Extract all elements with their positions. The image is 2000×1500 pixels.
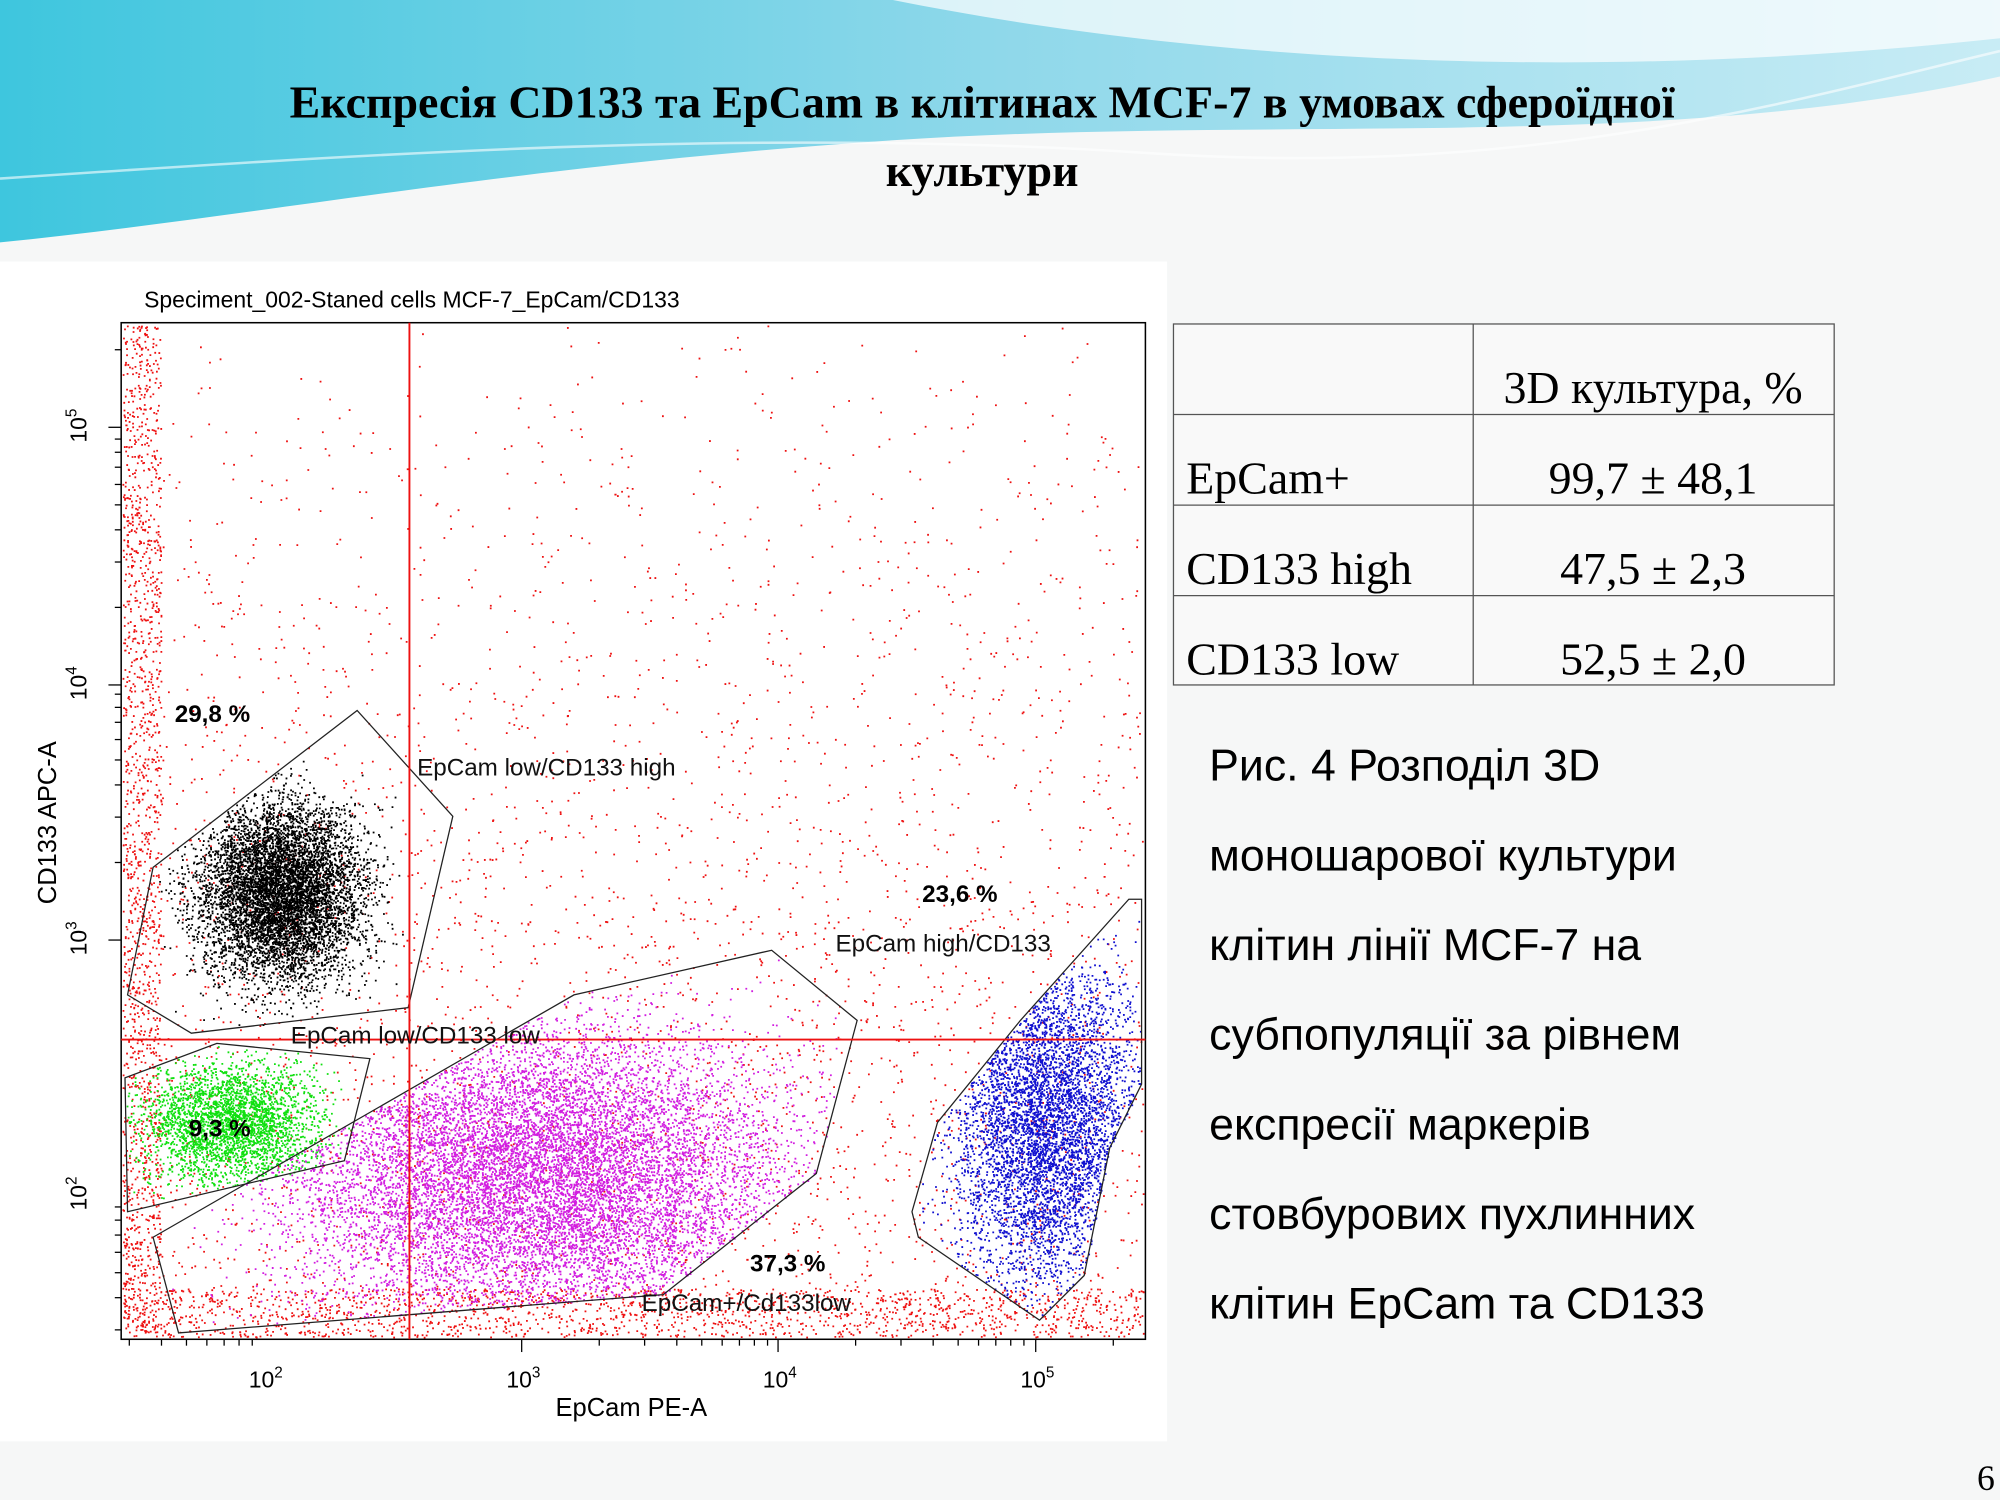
- y-tick-label-base: 10: [66, 417, 92, 443]
- caption-line: експресії маркерів: [1209, 1100, 1591, 1149]
- row-value: 99,7 ± 48,1: [1549, 453, 1758, 504]
- row-label: CD133 low: [1186, 634, 1399, 685]
- event-dots: [122, 325, 1145, 1339]
- y-tick-label: 102: [64, 1176, 92, 1210]
- gate-outline: [124, 1042, 371, 1213]
- y-tick-label-exp: 4: [64, 666, 81, 675]
- row-value: 52,5 ± 2,0: [1560, 634, 1746, 685]
- caption-line: Рис. 4 Розподіл 3D: [1209, 742, 1600, 791]
- x-tick-label-exp: 5: [1046, 1365, 1055, 1382]
- table-header: 3D культура, %: [1503, 362, 1802, 413]
- gate-name: EpCam high/CD133: [835, 931, 1050, 958]
- gate-percent: 29,8 %: [175, 701, 250, 728]
- gate-name: EpCam low/CD133 high: [417, 755, 675, 782]
- slide-title: культури: [886, 145, 1079, 196]
- y-tick-label: 104: [64, 666, 92, 701]
- header-line: [0, 49, 2000, 180]
- row-label: CD133 high: [1186, 543, 1412, 594]
- x-tick-label: 103: [506, 1365, 540, 1393]
- x-tick-label-exp: 3: [532, 1365, 541, 1382]
- plot-frame: [120, 321, 1147, 1341]
- y-tick-label-exp: 3: [64, 921, 81, 930]
- event-dots: [159, 760, 404, 1027]
- gate-name: EpCam+/Cd133low: [642, 1290, 852, 1317]
- flow-plot: Speciment_002-Staned cells MCF-7_EpCam/C…: [34, 286, 1147, 1422]
- figure-area: [0, 261, 1168, 1442]
- caption-line: клітин EpCam та CD133: [1209, 1280, 1705, 1329]
- gate-name: EpCam low/CD133 low: [291, 1022, 541, 1049]
- gate-percent: 9,3 %: [189, 1115, 251, 1142]
- gate-outline: [911, 898, 1143, 1321]
- gate-outline: [152, 949, 858, 1334]
- caption-line: субпопуляції за рівнем: [1209, 1011, 1681, 1060]
- row-label: EpCam+: [1186, 453, 1350, 504]
- x-tick-label-base: 10: [506, 1367, 532, 1393]
- x-tick-label-exp: 2: [274, 1365, 283, 1382]
- x-tick-label-base: 10: [249, 1367, 275, 1393]
- caption-line: клітин лінії MCF-7 на: [1209, 921, 1641, 970]
- event-dots: [172, 959, 838, 1325]
- caption: Рис. 4 Розподіл 3D моношарової культури кл…: [1209, 742, 1705, 1329]
- gate-outline: [126, 709, 454, 1034]
- row-value: 47,5 ± 2,3: [1560, 543, 1746, 594]
- x-tick-label-base: 10: [763, 1367, 789, 1393]
- y-axis-label: CD133 APC-A: [34, 741, 62, 904]
- y-tick-label-base: 10: [66, 1185, 92, 1211]
- x-tick-label-exp: 4: [788, 1365, 797, 1382]
- plot-title: Speciment_002-Staned cells MCF-7_EpCam/C…: [144, 286, 679, 312]
- event-dots: [922, 920, 1142, 1317]
- y-tick-label: 103: [64, 921, 92, 955]
- y-tick-label-exp: 2: [64, 1176, 81, 1185]
- y-tick-label-exp: 5: [64, 409, 81, 418]
- x-axis-label: EpCam PE-A: [556, 1394, 708, 1422]
- gate-percent: 23,6 %: [922, 881, 997, 908]
- data-table: 3D культура, % EpCam+ 99,7 ± 48,1 CD133 hig…: [1172, 323, 1835, 686]
- gate-percent: 37,3 %: [750, 1251, 825, 1278]
- header-highlight: [892, 0, 2000, 63]
- slide-title: Експресія CD133 та EpCam в клітинах MCF-…: [290, 76, 1675, 127]
- y-tick-label-base: 10: [66, 675, 92, 701]
- y-tick-label-base: 10: [66, 930, 92, 956]
- y-tick-label: 105: [64, 409, 92, 443]
- caption-line: стовбурових пухлинних: [1209, 1190, 1695, 1239]
- page-number: 6: [1977, 1458, 1995, 1498]
- event-dots: [122, 325, 163, 1338]
- x-tick-label: 105: [1020, 1365, 1054, 1393]
- x-tick-label: 104: [763, 1365, 798, 1393]
- caption-line: моношарової культури: [1209, 831, 1677, 880]
- x-tick-label: 102: [249, 1365, 283, 1393]
- x-tick-label-base: 10: [1020, 1367, 1046, 1393]
